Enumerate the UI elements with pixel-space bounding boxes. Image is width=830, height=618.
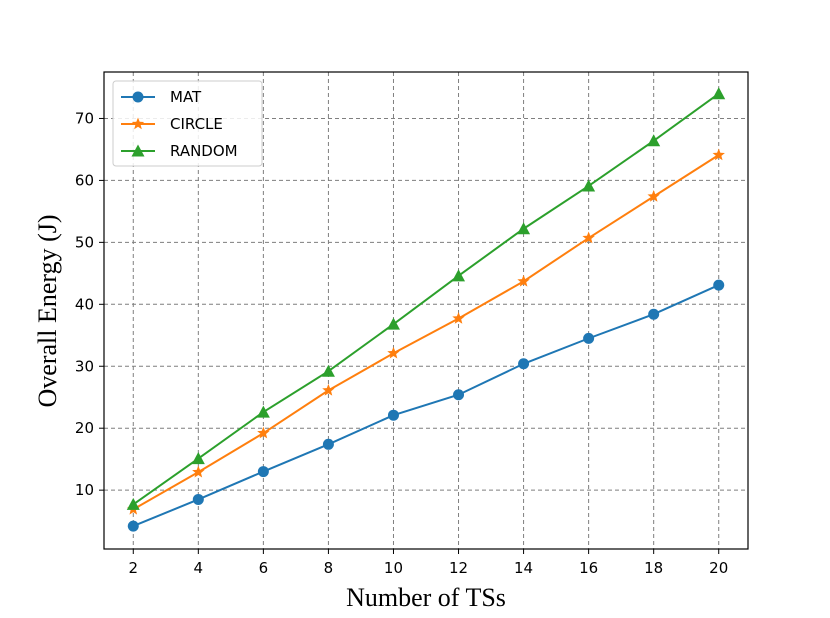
data-point-mat xyxy=(322,438,334,450)
data-point-random xyxy=(582,179,596,192)
data-point-mat xyxy=(583,332,595,344)
data-point-circle xyxy=(517,274,530,287)
data-point-random xyxy=(647,134,661,147)
grid xyxy=(104,72,748,549)
y-tick-label: 30 xyxy=(75,357,94,375)
legend-marker-mat xyxy=(132,91,144,103)
series-circle xyxy=(127,148,725,515)
data-point-mat xyxy=(648,308,660,320)
data-point-random xyxy=(321,364,335,377)
data-point-circle xyxy=(582,231,595,244)
y-tick-label: 70 xyxy=(75,109,94,127)
data-point-circle xyxy=(257,426,270,439)
legend-label: RANDOM xyxy=(170,142,238,160)
x-tick-label: 10 xyxy=(384,559,403,577)
series-random xyxy=(126,87,726,510)
legend-item-circle: CIRCLE xyxy=(121,115,223,133)
data-point-mat xyxy=(257,466,269,478)
data-point-random xyxy=(191,452,205,465)
legend-box xyxy=(112,80,263,167)
x-tick-label: 18 xyxy=(644,559,663,577)
data-point-mat xyxy=(387,409,399,421)
y-tick-label: 10 xyxy=(75,481,94,499)
series-line-mat xyxy=(132,284,720,528)
data-point-mat xyxy=(192,493,204,505)
data-point-circle xyxy=(712,148,725,161)
data-point-circle xyxy=(387,346,400,359)
y-axis-title: Overall Energy (J) xyxy=(33,214,62,407)
y-axis: 10 20 30 40 50 60 70 xyxy=(75,109,104,499)
data-point-mat xyxy=(127,520,139,532)
data-point-circle xyxy=(322,383,335,396)
data-point-random xyxy=(452,269,466,282)
series-line-random xyxy=(132,92,720,506)
legend-label: MAT xyxy=(170,88,202,106)
legend-item-mat: MAT xyxy=(121,88,202,106)
data-point-random xyxy=(712,87,726,100)
data-point-random xyxy=(386,317,400,330)
x-tick-label: 16 xyxy=(579,559,598,577)
plot-area xyxy=(103,71,749,550)
data-point-mat xyxy=(518,358,530,370)
data-point-mat xyxy=(453,389,465,401)
x-tick-label: 4 xyxy=(194,559,204,577)
legend-item-random: RANDOM xyxy=(121,142,238,160)
x-tick-label: 14 xyxy=(514,559,533,577)
x-tick-label: 8 xyxy=(324,559,334,577)
x-tick-label: 2 xyxy=(128,559,138,577)
legend-marker-random xyxy=(131,144,145,157)
data-point-random xyxy=(256,405,270,418)
data-point-random xyxy=(126,497,140,510)
x-axis: 2 4 6 8 10 12 14 16 18 20 xyxy=(128,549,728,577)
legend: MAT CIRCLE RANDOM xyxy=(112,80,263,167)
data-point-circle xyxy=(452,312,465,324)
series-group xyxy=(126,87,726,532)
x-tick-label: 20 xyxy=(709,559,728,577)
y-tick-label: 60 xyxy=(75,171,94,189)
data-point-circle xyxy=(192,465,205,478)
series-line-circle xyxy=(132,154,720,511)
data-point-circle xyxy=(647,190,660,202)
x-tick-label: 12 xyxy=(449,559,468,577)
series-mat xyxy=(127,279,725,532)
y-tick-label: 20 xyxy=(75,419,94,437)
y-tick-label: 40 xyxy=(75,295,94,313)
legend-label: CIRCLE xyxy=(170,115,223,133)
y-tick-label: 50 xyxy=(75,233,94,251)
data-point-mat xyxy=(713,279,725,291)
data-point-random xyxy=(517,222,531,235)
x-axis-title: Number of TSs xyxy=(346,583,506,612)
x-tick-label: 6 xyxy=(259,559,269,577)
legend-marker-circle xyxy=(131,117,145,130)
